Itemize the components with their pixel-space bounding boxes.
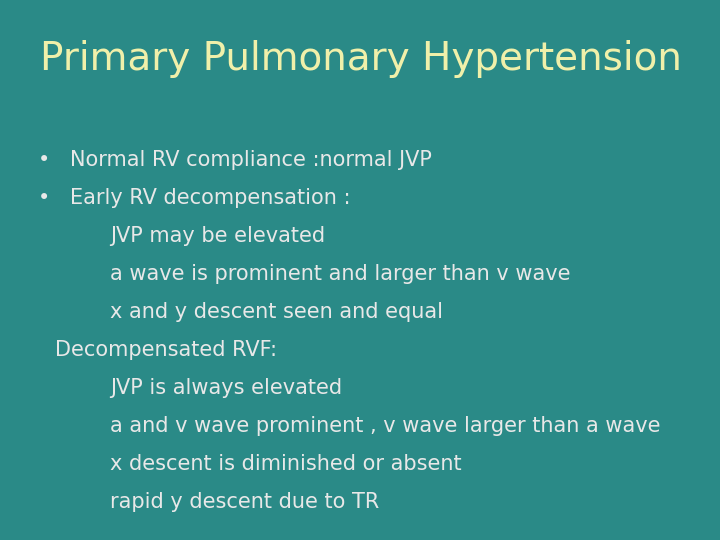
Text: Normal RV compliance :normal JVP: Normal RV compliance :normal JVP <box>70 150 432 170</box>
Text: a wave is prominent and larger than v wave: a wave is prominent and larger than v wa… <box>110 264 570 284</box>
Text: Decompensated RVF:: Decompensated RVF: <box>55 340 277 360</box>
Text: JVP may be elevated: JVP may be elevated <box>110 226 325 246</box>
Text: JVP is always elevated: JVP is always elevated <box>110 378 342 398</box>
Text: •: • <box>38 188 50 208</box>
Text: x and y descent seen and equal: x and y descent seen and equal <box>110 302 443 322</box>
Text: •: • <box>38 150 50 170</box>
Text: x descent is diminished or absent: x descent is diminished or absent <box>110 454 462 474</box>
Text: Primary Pulmonary Hypertension: Primary Pulmonary Hypertension <box>40 40 682 78</box>
Text: a and v wave prominent , v wave larger than a wave: a and v wave prominent , v wave larger t… <box>110 416 660 436</box>
Text: rapid y descent due to TR: rapid y descent due to TR <box>110 492 379 512</box>
Text: Early RV decompensation :: Early RV decompensation : <box>70 188 351 208</box>
